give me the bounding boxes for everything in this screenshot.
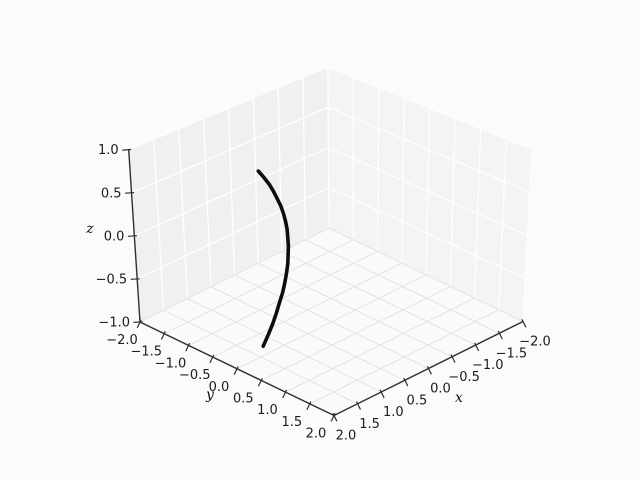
x-tick-mark bbox=[379, 389, 385, 399]
z-tick-mark bbox=[125, 192, 135, 194]
z-tick-mark bbox=[127, 235, 137, 237]
y-tick-label: 0.5 bbox=[233, 391, 254, 406]
y-tick-mark bbox=[330, 412, 336, 422]
right-wall-grid-line bbox=[328, 187, 526, 279]
left-wall-grid-line bbox=[131, 106, 329, 194]
y-tick-mark bbox=[233, 366, 239, 375]
x-tick-label: −2.0 bbox=[519, 335, 551, 350]
floor-grid-line bbox=[261, 285, 451, 381]
z-tick-mark bbox=[130, 278, 140, 280]
x-tick-label: 1.0 bbox=[383, 405, 404, 420]
right-wall-grid-line bbox=[328, 146, 528, 236]
right-wall-grid-line bbox=[327, 66, 330, 229]
right-wall-grid-line bbox=[327, 106, 530, 193]
y-tick-label: −1.5 bbox=[131, 345, 163, 360]
y-tick-mark bbox=[136, 319, 142, 329]
x-tick-label: 1.5 bbox=[359, 417, 380, 432]
z-tick-label: −1.0 bbox=[98, 316, 130, 331]
x-tick-mark bbox=[521, 319, 527, 328]
left-wall-grid-line bbox=[128, 66, 329, 151]
x-tick-label: 0.5 bbox=[407, 393, 428, 408]
floor-grid-line bbox=[187, 298, 382, 393]
z-axis-label: z bbox=[85, 221, 94, 237]
x-tick-label: −1.0 bbox=[472, 358, 504, 373]
x-axis-label: x bbox=[455, 390, 463, 406]
floor-grid-line bbox=[163, 309, 358, 405]
z-tick-label: 0.0 bbox=[104, 229, 125, 244]
plot-generated-content: −1.0−0.50.00.51.0−2.0−1.5−1.0−0.50.00.51… bbox=[96, 66, 551, 444]
y-tick-label: 0.0 bbox=[209, 380, 230, 395]
y-tick-label: −2.0 bbox=[106, 333, 138, 348]
y-axis-label: y bbox=[205, 387, 215, 403]
x-tick-label: 0.0 bbox=[430, 382, 451, 397]
floor-grid-line bbox=[210, 286, 406, 381]
y-tick-mark bbox=[209, 354, 215, 364]
y-tick-label: −1.0 bbox=[155, 356, 187, 371]
x-tick-mark bbox=[450, 354, 456, 363]
floor-grid-line bbox=[328, 227, 524, 322]
x-tick-mark bbox=[426, 366, 432, 375]
y-tick-mark bbox=[257, 377, 263, 387]
z-tick-label: 0.5 bbox=[101, 186, 122, 201]
x-tick-label: −1.5 bbox=[496, 346, 528, 361]
y-tick-label: 2.0 bbox=[306, 427, 327, 442]
curve-parametric-curve bbox=[256, 169, 291, 349]
x-tick-mark bbox=[355, 401, 362, 410]
y-tick-mark bbox=[306, 401, 312, 410]
right-wall-grid-line bbox=[522, 149, 533, 322]
left-wall-grid-line bbox=[134, 146, 329, 237]
floor-grid-line bbox=[309, 309, 500, 405]
z-tick-label: −0.5 bbox=[96, 272, 128, 287]
z-tick-mark bbox=[133, 321, 143, 323]
x-tick-mark bbox=[332, 413, 338, 422]
x-tick-mark bbox=[497, 330, 503, 340]
y-tick-label: −0.5 bbox=[179, 368, 211, 383]
right-wall-grid-line bbox=[327, 66, 533, 150]
y-tick-label: 1.0 bbox=[257, 403, 278, 418]
x-tick-label: 2.0 bbox=[336, 429, 357, 444]
y-tick-mark bbox=[185, 342, 191, 352]
z-tick-mark bbox=[122, 148, 132, 151]
y-tick-mark bbox=[160, 331, 166, 340]
floor-grid-line bbox=[236, 274, 427, 370]
x-tick-mark bbox=[474, 342, 480, 352]
x-tick-label: −0.5 bbox=[448, 370, 480, 385]
y-tick-label: 1.5 bbox=[281, 415, 302, 430]
left-wall-grid-line bbox=[136, 187, 329, 280]
floor-grid-line bbox=[285, 297, 475, 393]
z-tick-label: 1.0 bbox=[98, 143, 119, 158]
y-tick-mark bbox=[282, 389, 288, 399]
x-tick-mark bbox=[403, 377, 409, 387]
